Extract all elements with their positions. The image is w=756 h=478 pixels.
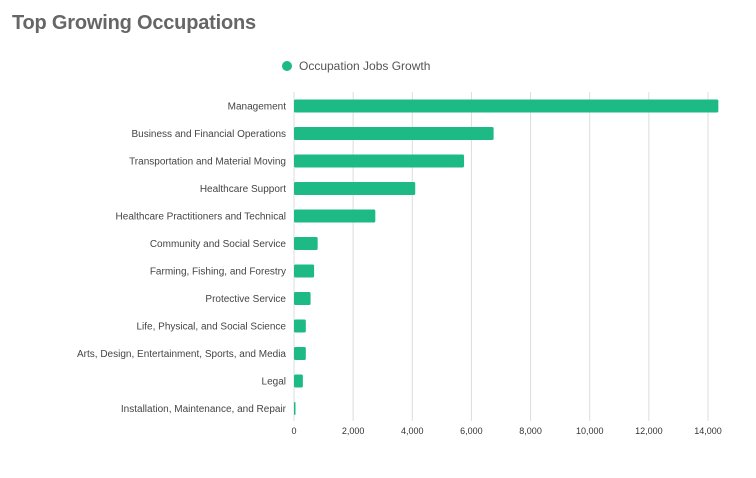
category-label: Healthcare Practitioners and Technical	[116, 212, 286, 223]
bar[interactable]	[294, 402, 296, 415]
bar[interactable]	[294, 182, 416, 195]
bar[interactable]	[294, 154, 465, 168]
x-tick-label: 14,000	[694, 426, 722, 436]
legend-label: Occupation Jobs Growth	[299, 59, 431, 73]
category-label: Legal	[262, 377, 286, 388]
category-label: Protective Service	[205, 294, 286, 305]
chart-title: Top Growing Occupations	[12, 12, 256, 34]
bar[interactable]	[294, 209, 376, 223]
category-label: Farming, Fishing, and Forestry	[150, 267, 286, 278]
x-tick-label: 2,000	[342, 426, 365, 436]
category-label: Management	[228, 102, 287, 113]
category-label: Life, Physical, and Social Science	[136, 322, 286, 333]
x-tick-label: 6,000	[460, 426, 483, 436]
legend-dot-icon	[282, 61, 292, 71]
category-label: Business and Financial Operations	[131, 129, 286, 140]
x-tick-label: 8,000	[519, 426, 542, 436]
bar[interactable]	[294, 292, 311, 305]
legend[interactable]: Occupation Jobs Growth	[282, 58, 430, 74]
bar[interactable]	[294, 374, 303, 388]
bar[interactable]	[294, 237, 318, 250]
category-label: Installation, Maintenance, and Repair	[121, 404, 287, 415]
category-label: Healthcare Support	[200, 184, 286, 195]
category-label: Transportation and Material Moving	[129, 157, 286, 168]
x-tick-label: 10,000	[576, 426, 604, 436]
bar[interactable]	[294, 127, 494, 140]
x-tick-label: 0	[291, 426, 296, 436]
bar[interactable]	[294, 264, 315, 278]
bar[interactable]	[294, 99, 719, 113]
category-label: Community and Social Service	[150, 239, 287, 250]
bar[interactable]	[294, 347, 306, 360]
bar[interactable]	[294, 319, 306, 333]
x-tick-label: 12,000	[635, 426, 663, 436]
x-tick-label: 4,000	[401, 426, 424, 436]
category-label: Arts, Design, Entertainment, Sports, and…	[77, 349, 286, 360]
